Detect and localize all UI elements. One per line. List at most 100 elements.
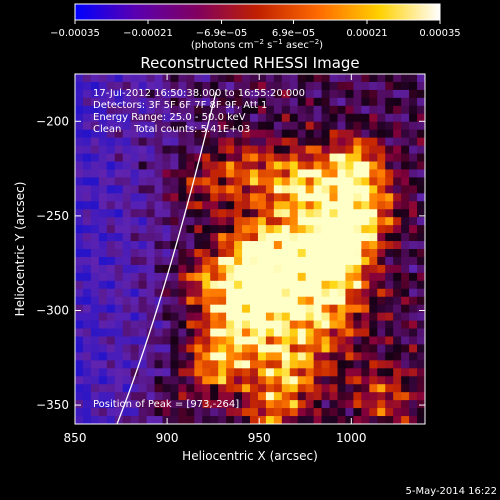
heatmap-cell [218,74,227,83]
heatmap-cell [162,113,171,123]
heatmap-cell [377,193,386,202]
heatmap-cell [353,81,362,91]
heatmap-cell [98,177,108,186]
heatmap-cell [114,169,124,178]
heatmap-cell [297,280,307,290]
heatmap-cell [234,201,243,210]
heatmap-cell [273,312,283,321]
heatmap-cell [313,113,322,123]
heatmap-cell [369,233,378,242]
heatmap-cell [186,256,195,266]
heatmap-cell [122,217,132,226]
heatmap-cell [234,256,243,266]
heatmap-cell [409,256,418,266]
heatmap-cell [122,233,132,242]
heatmap-cell [234,193,243,202]
heatmap-cell [273,272,283,282]
heatmap-cell [106,201,116,210]
heatmap-cell [281,360,291,369]
heatmap-cell [345,352,354,361]
heatmap-cell [210,129,219,139]
heatmap-cell [393,328,402,337]
heatmap-cell [281,376,291,385]
heatmap-cell [242,113,251,123]
heatmap-cell [90,352,100,361]
heatmap-cell [210,272,219,282]
heatmap-cell [75,105,84,115]
heatmap-cell [178,328,187,337]
heatmap-cell [90,408,100,417]
heatmap-cell [305,185,315,194]
heatmap-cell [186,368,195,377]
heatmap-cell [257,352,267,361]
heatmap-cell [186,328,195,337]
heatmap-cell [106,360,116,369]
heatmap-cell [186,400,195,409]
heatmap-cell [265,288,275,298]
heatmap-cell [305,304,315,314]
heatmap-cell [114,400,124,409]
heatmap-cell [194,185,203,194]
heatmap-cell [305,193,315,202]
heatmap-cell [305,352,315,361]
heatmap-cell [329,81,338,91]
heatmap-cell [210,376,219,385]
heatmap-cell [170,145,179,154]
heatmap-cell [106,105,116,115]
heatmap-cell [106,217,116,226]
heatmap-cell [257,344,267,353]
heatmap-cell [186,81,195,91]
heatmap-cell [98,185,108,194]
heatmap-cell [234,280,243,290]
heatmap-cell [226,288,235,298]
heatmap-cell [138,185,147,194]
heatmap-cell [273,368,283,377]
heatmap-cell [218,185,227,194]
heatmap-cell [234,249,243,258]
heatmap-cell [210,233,219,242]
heatmap-cell [106,416,116,424]
heatmap-cell [281,320,291,329]
heatmap-cell [170,368,179,377]
heatmap-cell [154,177,163,186]
heatmap-cell [409,185,418,194]
heatmap-cell [305,129,315,139]
heatmap-cell [194,89,203,99]
heatmap-cell [257,145,267,154]
heatmap-cell [234,416,243,424]
heatmap-cell [146,336,155,345]
heatmap-cell [385,272,394,282]
heatmap-cell [154,280,163,290]
heatmap-cell [329,368,338,377]
heatmap-cell [114,344,124,353]
heatmap-cell [329,121,338,131]
heatmap-cell [122,81,132,91]
heatmap-cell [90,272,100,282]
heatmap-cell [114,304,124,314]
heatmap-cell [114,217,124,226]
heatmap-cell [82,137,92,146]
heatmap-cell [297,145,307,154]
heatmap-cell [345,400,354,409]
heatmap-cell [186,129,195,139]
heatmap-cell [345,272,354,282]
heatmap-cell [90,336,100,345]
heatmap-cell [138,97,147,107]
heatmap-cell [361,400,370,409]
heatmap-cell [146,177,155,186]
heatmap-cell [409,416,418,424]
heatmap-cell [265,336,275,345]
heatmap-cell [138,105,147,115]
heatmap-cell [146,280,155,290]
heatmap-cell [281,249,291,258]
heatmap-cell [345,105,354,115]
heatmap-cell [106,336,116,345]
heatmap-cell [321,280,330,290]
heatmap-cell [186,280,195,290]
heatmap-cell [377,256,386,266]
heatmap-cell [170,241,179,250]
heatmap-cell [250,264,259,274]
heatmap-cell [234,304,243,314]
heatmap-cell [273,81,283,91]
heatmap-cell [250,161,259,170]
